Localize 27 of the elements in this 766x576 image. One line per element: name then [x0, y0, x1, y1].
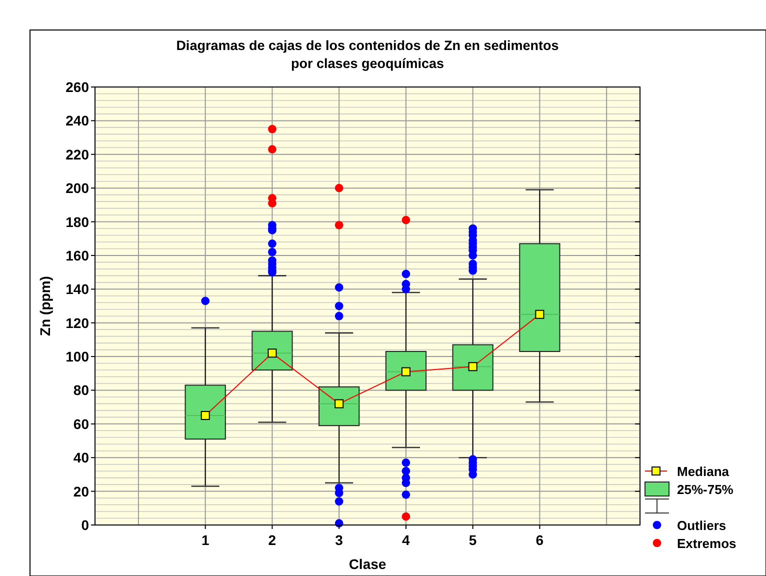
x-tick-label: 2 — [268, 532, 276, 548]
y-tick-label: 0 — [81, 517, 90, 533]
y-axis-title: Zn (ppm) — [37, 276, 53, 336]
chart-title: Diagramas de cajas de los contenidos de Zn en sedimentos por clases geoquímicas — [176, 38, 559, 71]
x-tick-label: 5 — [468, 532, 477, 548]
y-tick-label: 220 — [66, 146, 90, 162]
y-tick-label: 100 — [66, 348, 90, 365]
y-tick-label: 60 — [73, 416, 90, 432]
x-tick-label: 4 — [402, 532, 410, 548]
y-tick-label: 80 — [73, 382, 90, 398]
y-tick-label: 180 — [66, 214, 90, 230]
y-tick-label: 240 — [66, 112, 90, 129]
x-tick-label: 6 — [536, 532, 544, 548]
legend-label: 25%-75% — [677, 482, 734, 497]
y-tick-label: 140 — [66, 281, 90, 298]
y-tick-label: 120 — [66, 314, 90, 331]
x-axis-title: Clase — [348, 556, 386, 572]
legend-label: Outliers — [677, 518, 726, 533]
x-tick-label: 3 — [335, 532, 344, 548]
y-tick-label: 20 — [73, 483, 90, 500]
legend-label: Mediana — [677, 464, 730, 479]
y-tick-label: 160 — [66, 247, 90, 264]
x-tick-label: 1 — [201, 532, 210, 548]
legend-label: Extremos — [677, 536, 736, 551]
y-tick-label: 260 — [66, 79, 90, 95]
y-tick-label: 200 — [66, 180, 90, 196]
y-tick-label: 40 — [73, 450, 90, 466]
